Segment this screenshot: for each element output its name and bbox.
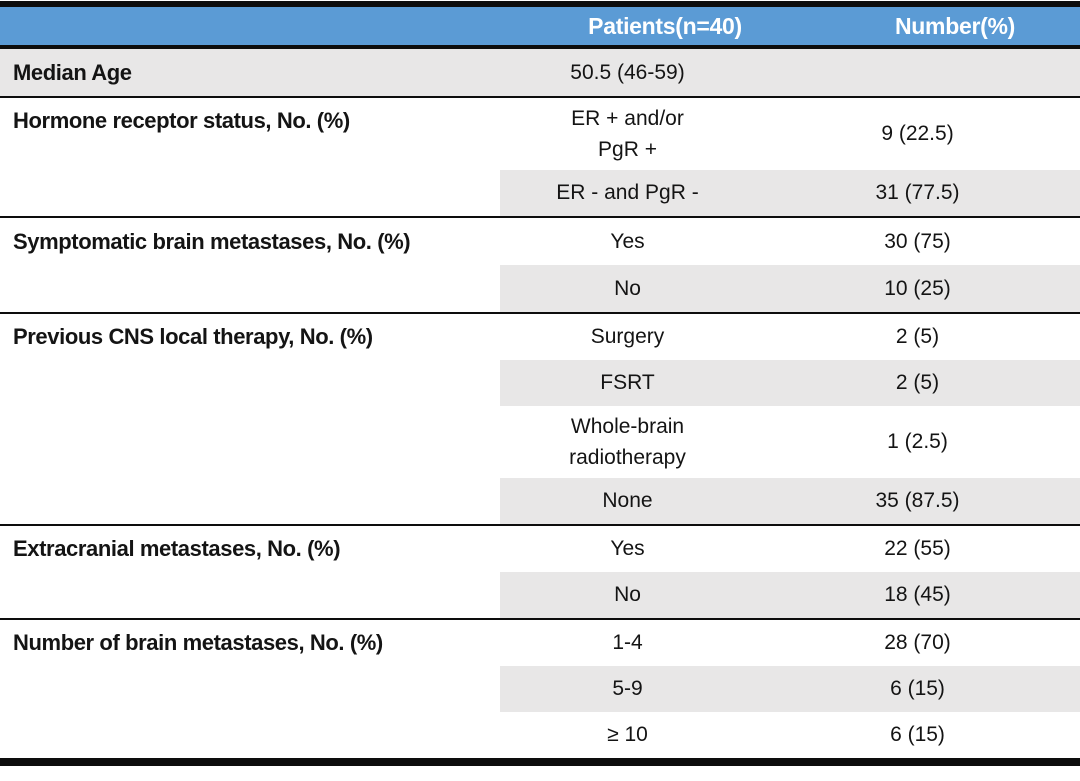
number-cell: 6 (15)	[890, 677, 945, 701]
number-cell: 18 (45)	[884, 583, 951, 607]
table-row: 5-9 6 (15)	[500, 666, 1080, 712]
section-rows: Yes 22 (55) No 18 (45)	[500, 526, 1080, 618]
bottom-rule	[0, 758, 1080, 766]
patients-cell: Yes	[610, 537, 645, 561]
section-median-age: Median Age 50.5 (46-59)	[0, 49, 1080, 98]
section-rows: Yes 30 (75) No 10 (25)	[500, 218, 1080, 312]
number-cell	[755, 49, 1080, 96]
patients-cell: ≥ 10	[607, 723, 648, 747]
row-label-extracranial-metastases: Extracranial metastases, No. (%)	[13, 536, 341, 561]
label-column: Median Age	[0, 49, 500, 96]
table-row: ≥ 10 6 (15)	[500, 712, 1080, 758]
patients-cell: 5-9	[612, 677, 643, 701]
table-row: No 10 (25)	[500, 265, 1080, 312]
number-cell: 2 (5)	[895, 325, 940, 349]
row-label-previous-cns-local-therapy: Previous CNS local therapy, No. (%)	[13, 324, 373, 349]
table-row: Whole-brain radiotherapy 1 (2.5)	[500, 406, 1080, 478]
header-cell-empty	[0, 7, 500, 45]
patients-cell: Whole-brain radiotherapy	[569, 414, 686, 470]
table-row: Yes 30 (75)	[500, 218, 1080, 265]
table-row: None 35 (87.5)	[500, 478, 1080, 524]
number-cell: 9 (22.5)	[881, 122, 954, 146]
number-cell: 2 (5)	[895, 371, 940, 395]
number-cell: 10 (25)	[884, 276, 951, 300]
table-row: FSRT 2 (5)	[500, 360, 1080, 406]
section-rows: Surgery 2 (5) FSRT 2 (5) Whole-brain rad…	[500, 314, 1080, 524]
label-column: Previous CNS local therapy, No. (%)	[0, 314, 500, 524]
label-column: Number of brain metastases, No. (%)	[0, 620, 500, 758]
number-cell: 6 (15)	[890, 723, 945, 747]
table-row: ER + and/or PgR + 9 (22.5)	[500, 98, 1080, 170]
patients-cell: ER + and/or PgR +	[571, 106, 684, 162]
row-label-number-of-brain-metastases: Number of brain metastases, No. (%)	[13, 630, 383, 655]
section-rows: 50.5 (46-59)	[500, 49, 1080, 96]
number-cell: 28 (70)	[884, 631, 951, 655]
section-rows: 1-4 28 (70) 5-9 6 (15) ≥ 10 6 (15)	[500, 620, 1080, 758]
table-row: No 18 (45)	[500, 572, 1080, 618]
number-cell: 1 (2.5)	[887, 430, 948, 454]
section-previous-cns-local-therapy: Previous CNS local therapy, No. (%) Surg…	[0, 314, 1080, 526]
table-row: 1-4 28 (70)	[500, 620, 1080, 666]
number-cell: 22 (55)	[884, 537, 951, 561]
label-column: Extracranial metastases, No. (%)	[0, 526, 500, 618]
label-column: Symptomatic brain metastases, No. (%)	[0, 218, 500, 312]
row-label-symptomatic-brain-metastases: Symptomatic brain metastases, No. (%)	[13, 228, 411, 254]
section-symptomatic-brain-metastases: Symptomatic brain metastases, No. (%) Ye…	[0, 218, 1080, 314]
table-row: 50.5 (46-59)	[500, 49, 1080, 96]
number-cell: 30 (75)	[884, 229, 951, 253]
patients-cell: 50.5 (46-59)	[570, 60, 685, 84]
section-hormone-receptor-status: Hormone receptor status, No. (%) ER + an…	[0, 98, 1080, 218]
patients-cell: 1-4	[612, 631, 643, 655]
section-rows: ER + and/or PgR + 9 (22.5) ER - and PgR …	[500, 98, 1080, 216]
patients-cell: No	[614, 583, 641, 607]
header-cell-patients: Patients(n=40)	[588, 12, 742, 39]
table-header-row: Patients(n=40) Number(%)	[0, 7, 1080, 49]
patients-cell: FSRT	[600, 371, 655, 395]
patients-cell: No	[614, 276, 641, 300]
table-row: Surgery 2 (5)	[500, 314, 1080, 360]
section-number-of-brain-metastases: Number of brain metastases, No. (%) 1-4 …	[0, 620, 1080, 758]
header-cell-number: Number(%)	[895, 12, 1015, 39]
table-row: ER - and PgR - 31 (77.5)	[500, 170, 1080, 216]
number-cell: 35 (87.5)	[875, 489, 960, 513]
patients-cell: Yes	[610, 229, 645, 253]
row-label-hormone-receptor-status: Hormone receptor status, No. (%)	[13, 108, 350, 133]
number-cell: 31 (77.5)	[875, 181, 960, 205]
table-row: Yes 22 (55)	[500, 526, 1080, 572]
row-label-median-age: Median Age	[13, 59, 132, 85]
patients-cell: ER - and PgR -	[556, 181, 699, 205]
section-extracranial-metastases: Extracranial metastases, No. (%) Yes 22 …	[0, 526, 1080, 620]
label-column: Hormone receptor status, No. (%)	[0, 98, 500, 216]
patients-cell: None	[602, 489, 653, 513]
patients-cell: Surgery	[590, 325, 665, 349]
top-rule	[0, 1, 1080, 7]
